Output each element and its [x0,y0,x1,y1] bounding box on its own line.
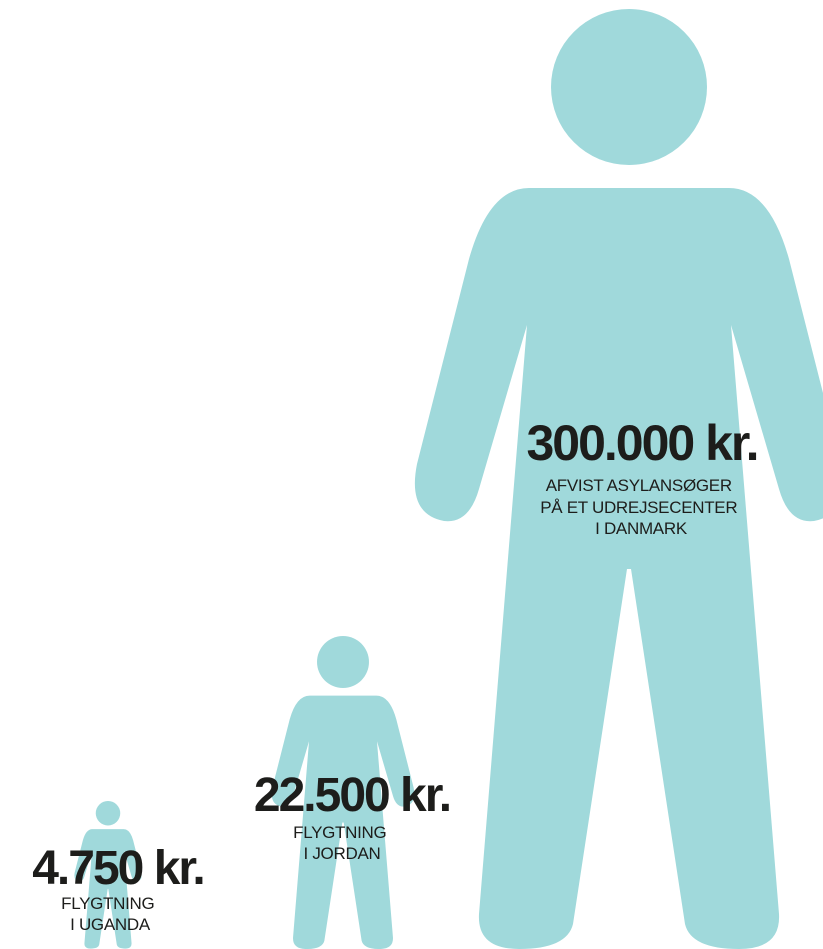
label-line: FLYGTNING [293,823,386,842]
label-line: I UGANDA [70,915,151,934]
label-line: I JORDAN [304,844,381,863]
amount: 300.000 kr. [526,415,757,471]
amount: 22.500 kr. [254,769,450,822]
label-line: PÅ ET UDREJSECENTER [540,498,737,517]
label: FLYGTNING I UGANDA [61,894,159,934]
label: AFVIST ASYLANSØGER PÅ ET UDREJSECENTER I… [540,476,742,538]
label-line: I DANMARK [595,519,688,538]
label: FLYGTNING I JORDAN [293,823,391,863]
amount: 4.750 kr. [32,842,204,895]
label-line: AFVIST ASYLANSØGER [546,476,732,495]
label-line: FLYGTNING [61,894,154,913]
